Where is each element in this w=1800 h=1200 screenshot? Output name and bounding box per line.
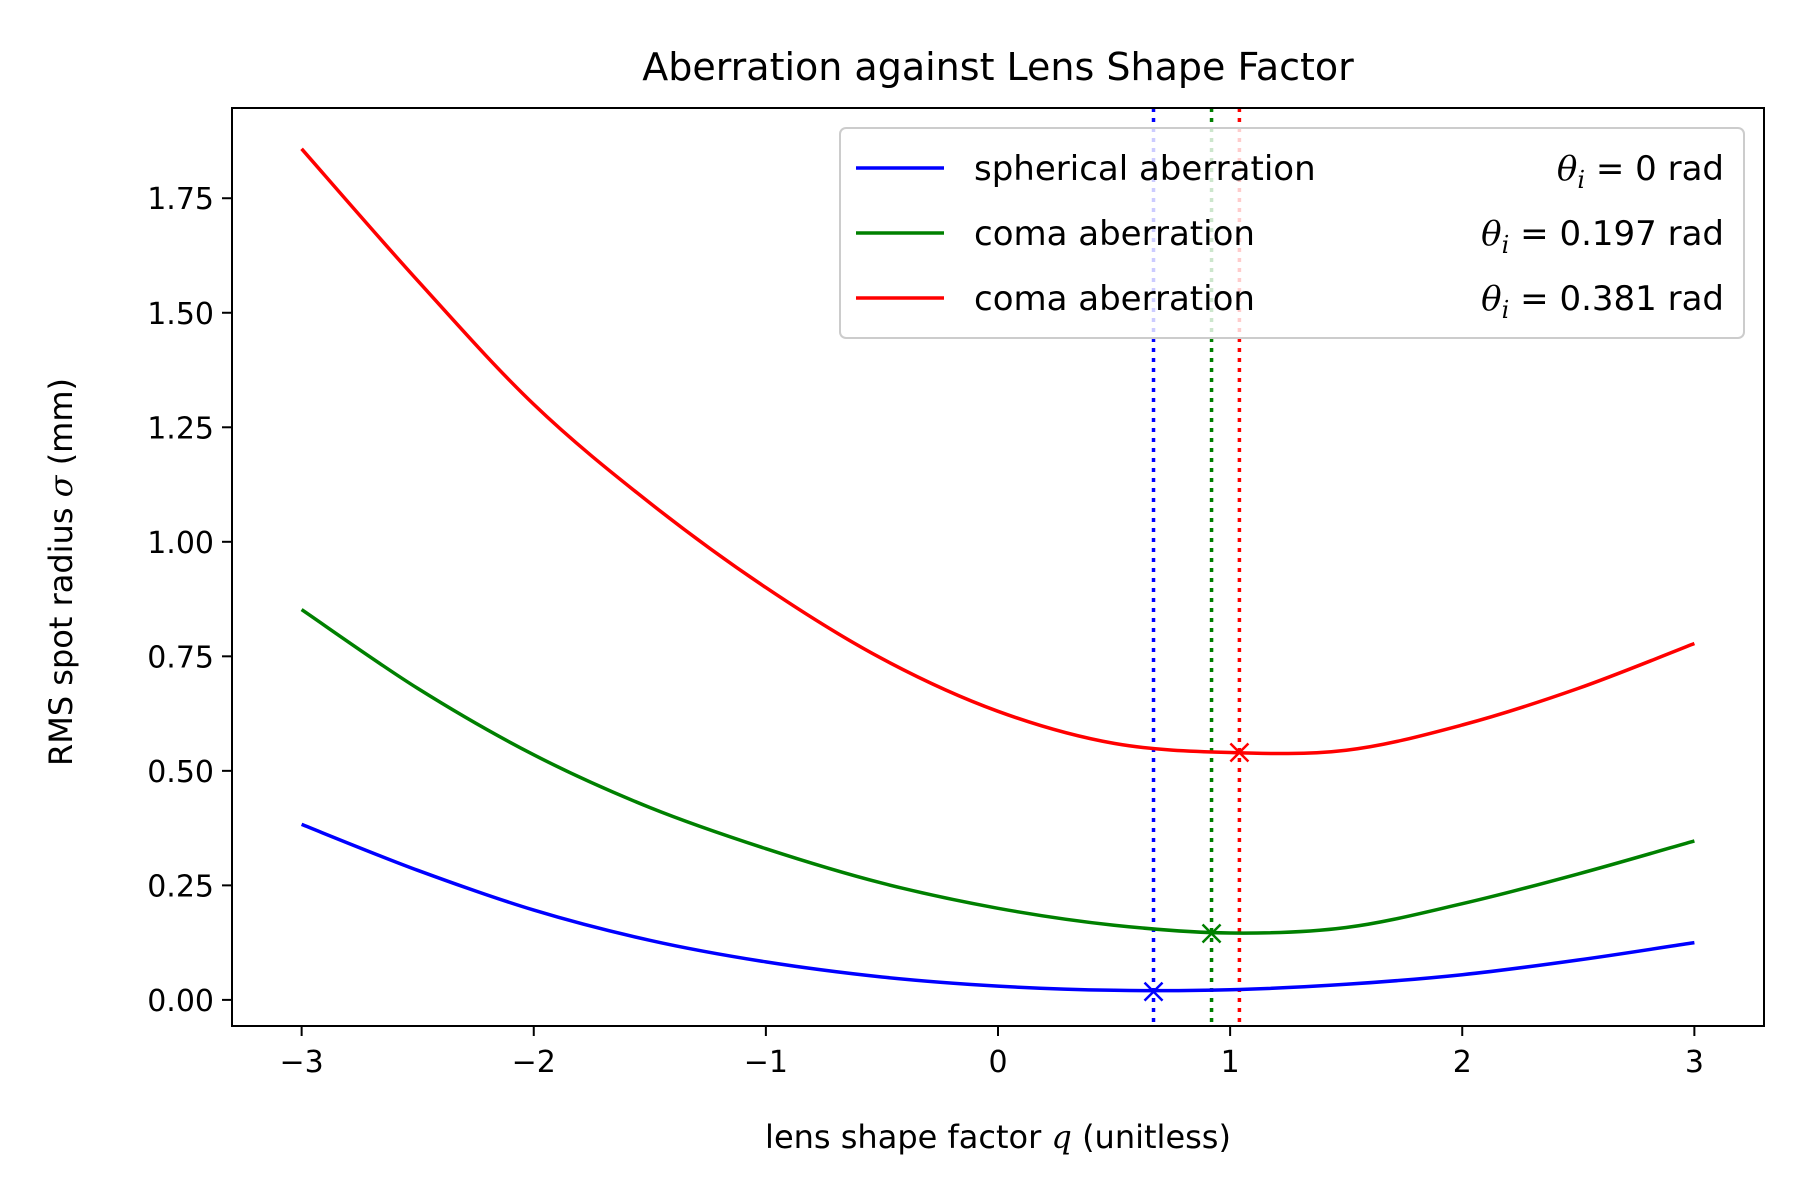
legend-label-0: spherical aberration (974, 149, 1316, 189)
legend-box (839, 127, 1745, 339)
legend-angle-2: θi = 0.381 rad (1481, 279, 1724, 324)
legend-theta-subscript: i (1577, 166, 1585, 194)
legend-theta-symbol: θ (1481, 279, 1501, 319)
x-axis-label-variable: q (1051, 1118, 1071, 1156)
x-axis-label-prefix: lens shape factor (765, 1118, 1051, 1156)
x-tick-label-4: 1 (1221, 1045, 1240, 1080)
x-tick-label-1: −2 (512, 1045, 556, 1080)
y-tick-label-0: 0.00 (147, 984, 214, 1019)
series-line-2 (300, 147, 1696, 756)
y-tick-label-3: 0.75 (147, 640, 214, 675)
y-axis-label-prefix: RMS spot radius (42, 497, 80, 766)
y-tick-label-6: 1.50 (147, 297, 214, 332)
y-tick-label-7: 1.75 (147, 182, 214, 217)
y-tick-label-4: 1.00 (147, 526, 214, 561)
minimum-marker-0 (1143, 981, 1164, 1002)
x-tick-label-2: −1 (744, 1045, 788, 1080)
legend-angle-value: = 0.381 rad (1509, 279, 1724, 319)
legend-theta-symbol: θ (1557, 149, 1577, 189)
legend-theta-symbol: θ (1481, 214, 1501, 254)
legend-angle-value: = 0 rad (1585, 149, 1724, 189)
x-tick-label-3: 0 (988, 1045, 1007, 1080)
minimum-marker-2 (1229, 742, 1250, 763)
x-tick-label-0: −3 (280, 1045, 324, 1080)
x-axis-label-suffix: (unitless) (1072, 1118, 1231, 1156)
y-axis-label: RMS spot radius σ (mm) (42, 378, 80, 766)
x-axis-label: lens shape factor q (unitless) (765, 1118, 1231, 1156)
chart-title: Aberration against Lens Shape Factor (642, 45, 1354, 89)
legend-angle-value: = 0.197 rad (1509, 214, 1724, 254)
legend-theta-subscript: i (1502, 231, 1510, 259)
legend-angle-0: θi = 0 rad (1557, 149, 1724, 194)
legend-label-2: coma aberration (974, 279, 1255, 319)
y-tick-label-2: 0.50 (147, 755, 214, 790)
legend-theta-subscript: i (1502, 296, 1510, 324)
series-line-1 (300, 608, 1695, 935)
y-axis-label-suffix: (mm) (42, 378, 80, 475)
legend-angle-1: θi = 0.197 rad (1481, 214, 1724, 259)
minimum-marker-1 (1201, 923, 1222, 944)
x-tick-label-5: 2 (1453, 1045, 1472, 1080)
y-axis-label-variable: σ (42, 474, 80, 497)
legend-label-1: coma aberration (974, 214, 1255, 254)
series-line-0 (300, 822, 1695, 993)
x-tick-label-6: 3 (1685, 1045, 1704, 1080)
y-tick-label-5: 1.25 (147, 411, 214, 446)
y-tick-label-1: 0.25 (147, 869, 214, 904)
